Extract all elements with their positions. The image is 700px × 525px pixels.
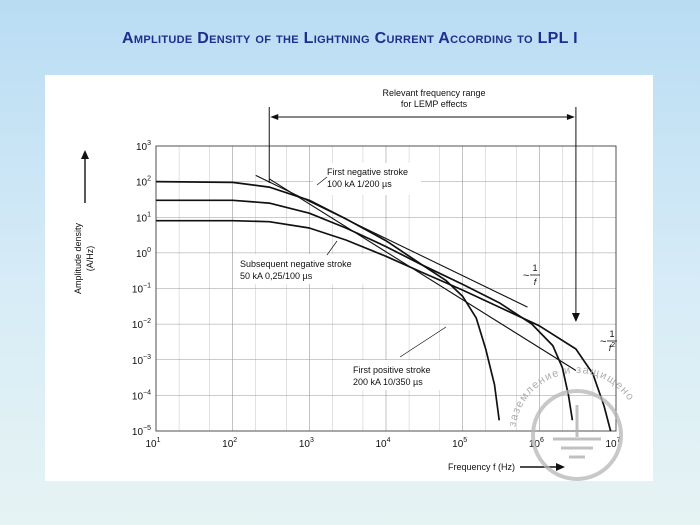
first-negative-leader (316, 176, 328, 186)
frequency-range-label: Relevant frequency range for LEMP effects (382, 88, 485, 109)
first-positive-label-bg (350, 360, 460, 390)
x-tick-label: 107 (605, 437, 620, 450)
watermark: заземление и защищеноZANDZ.RU (507, 364, 636, 510)
series-line-3 (156, 219, 612, 432)
series-line-2 (156, 199, 574, 421)
slide-title: Amplitude Density of the Lightning Curre… (122, 30, 578, 47)
annotations: First negative stroke 100 kA 1/200 µs Subs… (237, 163, 617, 390)
one-over-f-label-numerator: 1 (532, 263, 537, 273)
x-tick-label: 105 (452, 437, 467, 450)
plot-frame (155, 145, 617, 432)
x-tick-label: 103 (299, 437, 314, 450)
one-over-f2-label-denominator: f2 (609, 342, 616, 353)
frequency-range: Relevant frequency range for LEMP effects (268, 83, 580, 322)
chart-panel: 101 102 103 104 105 106 107 103 102 101 100 10−1 10−… (45, 75, 653, 510)
y-tick-label: 103 (136, 140, 151, 153)
y-tick-label: 102 (136, 176, 151, 189)
amplitude-density-chart: 101 102 103 104 105 106 10710310210110010−110−… (73, 83, 636, 510)
y-axis-label: Amplitude density (A/Hz) (73, 222, 95, 294)
one-over-f2-label-numerator: 1 (609, 329, 614, 339)
axes: 101 102 103 104 105 106 10710310210110010−110−… (73, 140, 621, 472)
x-tick-label: 101 (145, 437, 160, 450)
frequency-range-label-bg (363, 83, 505, 117)
one-over-f-label: ~1 f (523, 263, 540, 287)
x-tick-label: 104 (375, 437, 390, 450)
subsequent-negative-leader (326, 240, 338, 256)
one-over-f-label-denominator: f (534, 277, 538, 287)
x-axis-arrowhead (556, 463, 565, 471)
one-over-f-label-tilde: ~ (523, 270, 529, 282)
frequency-range-arrow-down (571, 313, 580, 322)
y-tick-label: 100 (136, 247, 151, 260)
y-tick-label: 10−4 (132, 389, 151, 402)
asymptote-line-1 (255, 174, 528, 308)
first-positive-leader (399, 326, 447, 358)
y-tick-label: 10−3 (132, 354, 151, 367)
one-over-f2-label: ~1 f2 (600, 329, 617, 353)
frequency-range-arrow-left (270, 114, 279, 120)
first-negative-label-bg (313, 163, 421, 195)
subsequent-negative-label-bg (237, 254, 373, 284)
y-tick-label: 10−5 (132, 425, 151, 438)
watermark-ring (531, 389, 623, 481)
y-tick-label: 101 (136, 211, 151, 224)
first-positive-label: First positive stroke 200 kA 10/350 µs (353, 365, 431, 387)
y-tick-label: 10−2 (132, 318, 151, 331)
y-axis-arrowhead (81, 150, 89, 159)
x-axis-label: Frequency f (Hz) (448, 462, 515, 472)
series-group (155, 174, 612, 432)
first-negative-label: First negative stroke 100 kA 1/200 µs (327, 167, 408, 189)
y-tick-label: 10−1 (132, 283, 151, 296)
one-over-f2-label-tilde: ~ (600, 336, 606, 348)
subsequent-negative-label: Subsequent negative stroke 50 kA 0,25/100… (240, 259, 352, 281)
x-tick-label: 102 (222, 437, 237, 450)
ground-symbol-icon (553, 405, 601, 459)
frequency-range-arrow-right (566, 114, 575, 120)
asymptote-line-2 (268, 178, 577, 371)
